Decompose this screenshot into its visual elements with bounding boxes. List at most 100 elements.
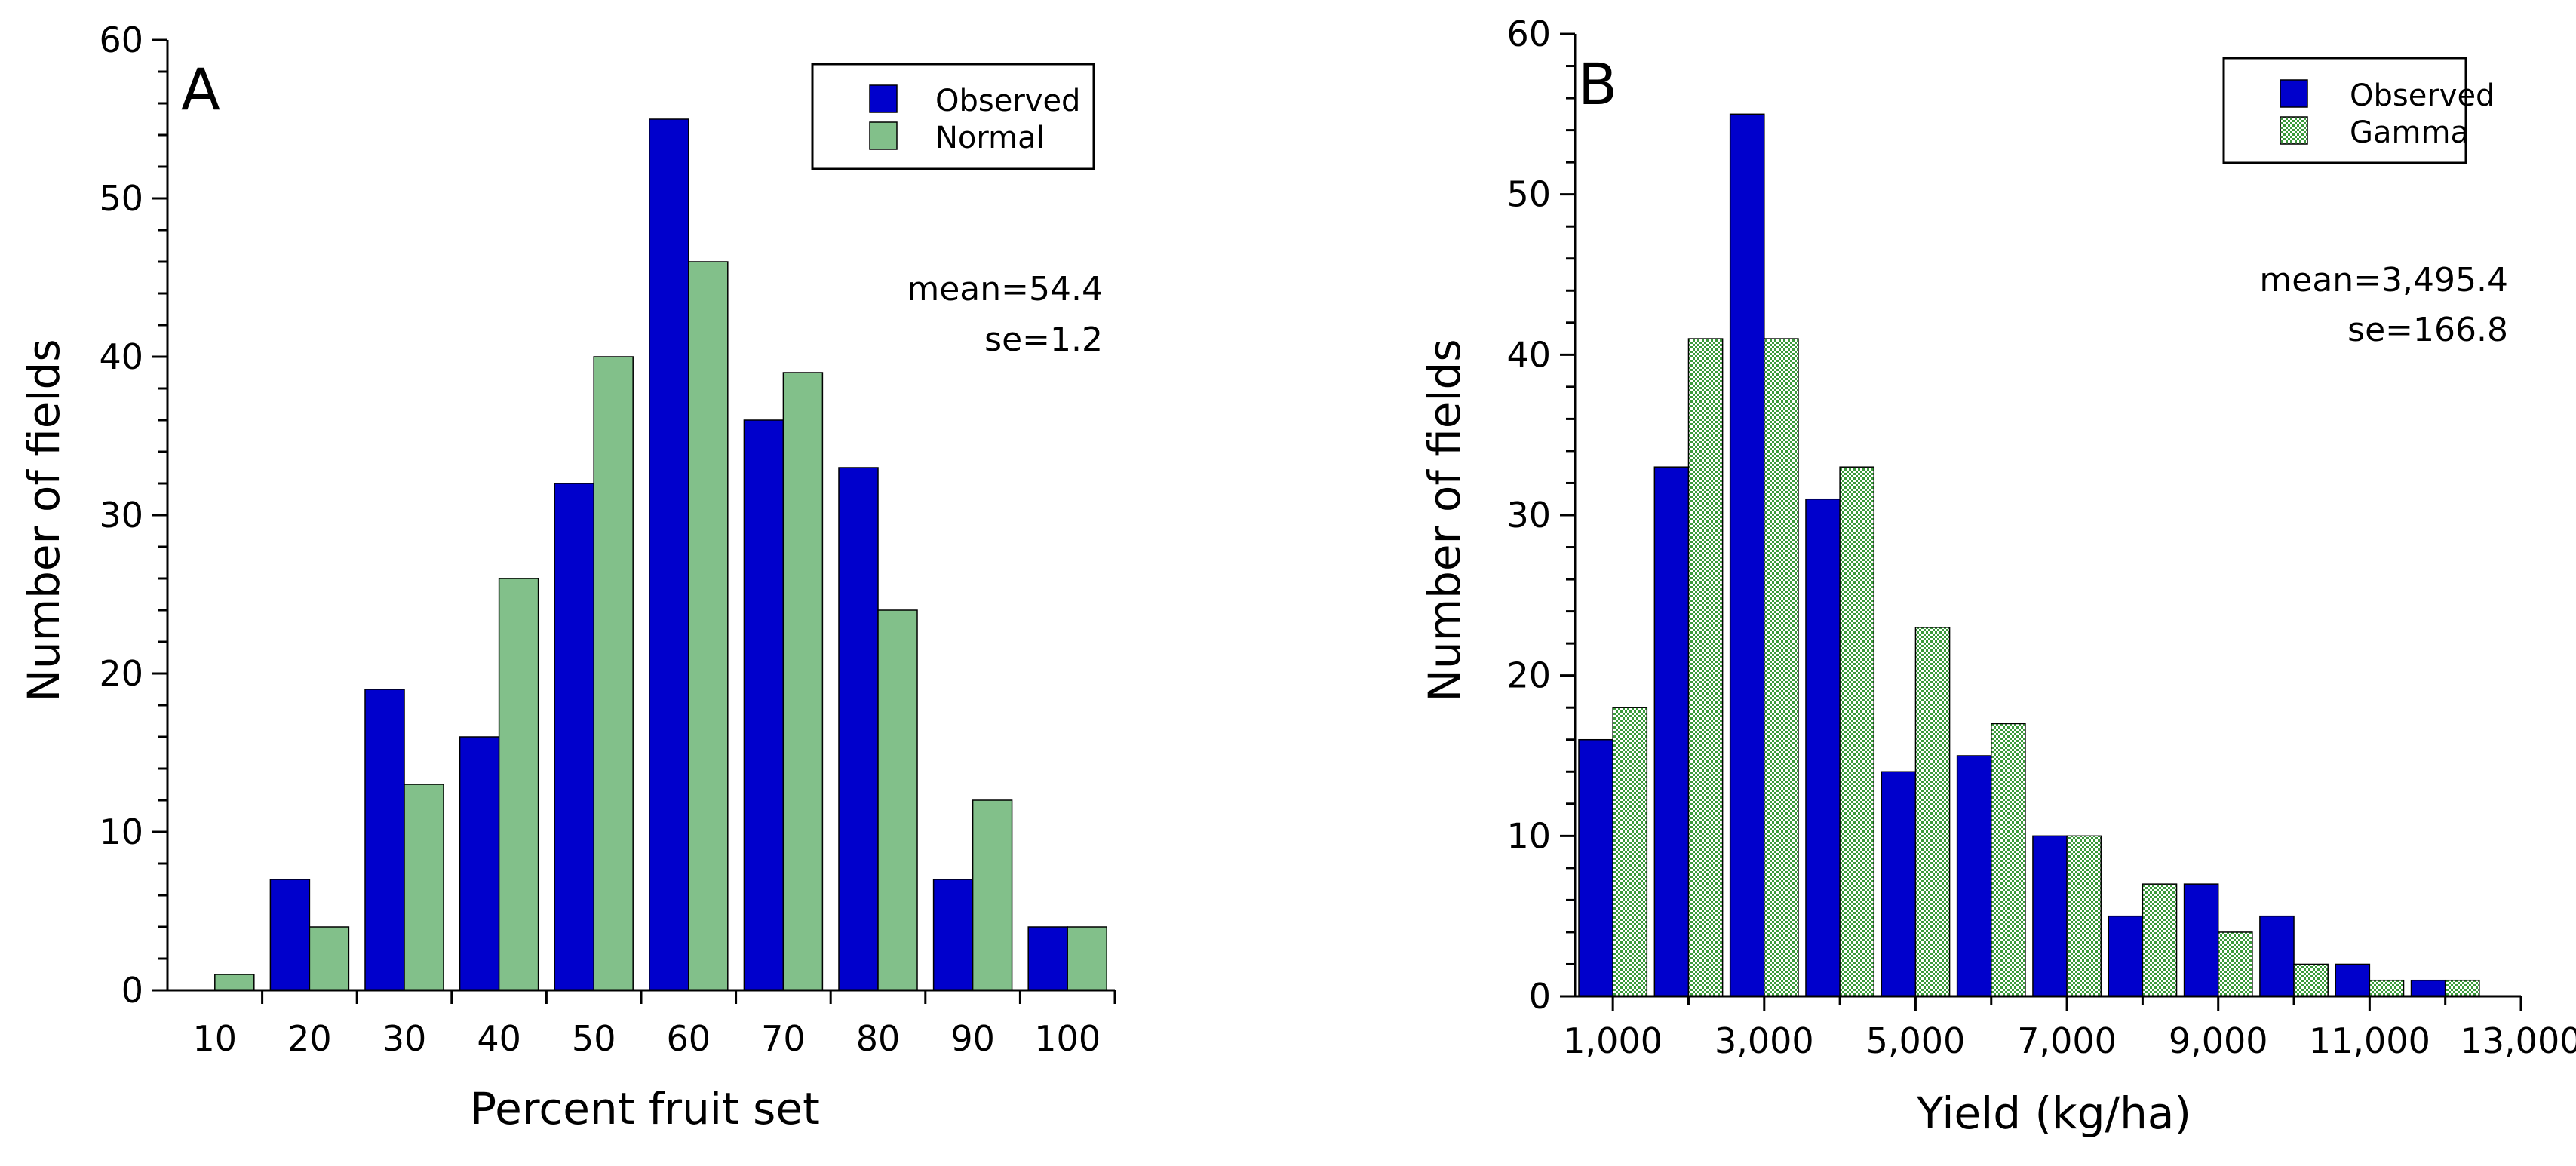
panel-b-x-tick-label: 3,000 (1715, 1020, 1814, 1061)
panel-b-y-tick-label: 20 (1506, 655, 1551, 696)
panel-b-bar-gamma-4 (1914, 627, 1951, 997)
panel-a-bar-observed-20 (269, 879, 311, 991)
panel-b-legend-label-observed: Observed (2350, 78, 2495, 113)
panel-b-y-tick-label: 0 (1529, 976, 1551, 1017)
panel-a-x-tick-label: 80 (856, 1018, 901, 1059)
panel-b-bar-observed-10 (2335, 963, 2371, 997)
panel-a-bar-normal-10 (214, 974, 255, 991)
panel-a-bar-normal-90 (972, 799, 1013, 991)
panel-b-x-tick-label: 9,000 (2169, 1020, 2268, 1061)
panel-a-bar-observed-40 (459, 736, 500, 991)
panel-b-legend-label-gamma: Gamma (2350, 115, 2469, 150)
panel-a-ticks: 0 10 20 30 40 50 60 10 20 30 40 50 60 70 80 90 100 (99, 20, 1116, 1059)
panel-b-letter: B (1578, 51, 1617, 118)
panel-a-x-tick-label: 40 (477, 1018, 521, 1059)
panel-b-bar-observed-6 (2032, 835, 2068, 997)
panel-a-bar-observed-90 (932, 879, 974, 991)
panel-b-bar-observed-9 (2259, 915, 2295, 997)
panel-b-bar-gamma-8 (2217, 931, 2253, 997)
panel-a-bar-observed-30 (364, 689, 405, 991)
panel-a-y-tick-label: 0 (121, 970, 143, 1011)
panel-b-bar-gamma-6 (2066, 835, 2102, 997)
panel-a-bar-observed-100 (1027, 926, 1068, 991)
panel-a-x-tick-label: 30 (382, 1018, 427, 1059)
panel-b-bar-gamma-1 (1687, 338, 1724, 997)
panel-a-letter: A (181, 56, 220, 123)
chart-panel-a: 0 10 20 30 40 50 60 10 20 30 40 50 60 70 80 90 100 A Num… (18, 20, 1116, 1134)
panel-a-x-tick-label: 20 (287, 1018, 332, 1059)
panel-b-legend-swatch-gamma (2280, 116, 2308, 145)
panel-b-bar-gamma-11 (2444, 979, 2480, 997)
panel-a-legend-box (811, 63, 1095, 170)
panel-b-x-tick-label: 11,000 (2309, 1020, 2430, 1061)
panel-a-y-tick-label: 10 (99, 812, 143, 852)
panel-a-bar-normal-40 (498, 578, 539, 991)
panel-a-bar-normal-30 (404, 784, 444, 991)
panel-b-xlabel: Yield (kg/ha) (1916, 1088, 2191, 1139)
panel-b-bar-observed-4 (1881, 771, 1917, 997)
panel-b-y-tick-label: 40 (1506, 334, 1551, 375)
panel-a-bar-normal-70 (782, 372, 824, 991)
panel-a-legend-swatch-observed (869, 84, 898, 113)
panel-a-bar-observed-60 (649, 118, 689, 991)
panel-a-y-tick-label: 60 (99, 20, 143, 60)
panel-b-bar-gamma-3 (1839, 466, 1875, 997)
panel-b-bar-gamma-7 (2142, 883, 2178, 997)
panel-a-bars (214, 118, 1107, 991)
panel-b-bars (1578, 113, 2480, 997)
panel-b-x-tick-label: 13,000 (2461, 1020, 2576, 1061)
panel-a-bar-normal-80 (877, 609, 918, 991)
panel-a-y-tick-label: 20 (99, 653, 143, 694)
panel-a-stat-se: se=1.2 (984, 321, 1103, 359)
panel-a-ylabel: Number of fields (18, 339, 69, 701)
panel-a-x-tick-label: 100 (1034, 1018, 1101, 1059)
panel-a-legend-swatch-normal (869, 121, 898, 150)
panel-b-legend: Observed Gamma (2222, 57, 2495, 164)
panel-b-ticks: 0 10 20 30 40 50 60 1,000 3,000 5,000 7,000 9,000 11… (1506, 14, 2576, 1061)
panel-a-x-tick-label: 50 (572, 1018, 616, 1059)
panel-a-legend-label-observed: Observed (935, 84, 1080, 118)
panel-a-bar-observed-80 (838, 467, 879, 991)
panel-b-y-tick-label: 10 (1506, 815, 1551, 856)
panel-a-bar-normal-50 (593, 356, 634, 991)
panel-b-stat-mean: mean=3,495.4 (2259, 261, 2508, 299)
panel-a-bar-normal-60 (688, 261, 729, 991)
panel-b-bar-gamma-2 (1764, 338, 1799, 997)
panel-b-bar-observed-2 (1729, 113, 1765, 997)
panel-a-legend: Observed Normal (811, 63, 1095, 170)
panel-b-bar-gamma-0 (1612, 707, 1648, 997)
panel-a-bar-normal-20 (309, 926, 350, 991)
panel-a-y-tick-label: 50 (99, 178, 143, 219)
chart-panel-b: 0 10 20 30 40 50 60 1,000 3,000 5,000 7,000 9,000 11… (1419, 14, 2576, 1139)
panel-b-bar-gamma-5 (1991, 723, 2026, 997)
panel-b-y-tick-label: 60 (1506, 14, 1551, 54)
panel-b-bar-observed-5 (1956, 755, 1992, 997)
panel-b-legend-box (2222, 57, 2467, 164)
panel-b-stat-se: se=166.8 (2347, 311, 2508, 349)
panel-a-y-tick-label: 30 (99, 495, 143, 535)
panel-b-y-tick-label: 50 (1506, 174, 1551, 215)
panel-b-bar-observed-1 (1653, 466, 1690, 997)
panel-a-xlabel: Percent fruit set (470, 1083, 820, 1134)
panel-a-x-tick-label: 10 (193, 1018, 238, 1059)
panel-b-x-tick-label: 7,000 (2017, 1020, 2117, 1061)
panel-b-bar-gamma-10 (2369, 979, 2405, 997)
panel-b-y-tick-label: 30 (1506, 495, 1551, 535)
panel-b-bar-observed-11 (2410, 979, 2446, 997)
panel-b-bar-observed-7 (2108, 915, 2144, 997)
panel-a-x-tick-label: 70 (761, 1018, 806, 1059)
panel-a-stat-mean: mean=54.4 (907, 270, 1103, 308)
panel-b-x-tick-label: 5,000 (1866, 1020, 1966, 1061)
panel-a-bar-observed-70 (743, 419, 784, 991)
panel-a-bar-normal-100 (1067, 926, 1107, 991)
panel-b-bar-gamma-9 (2293, 963, 2329, 997)
panel-a-y-tick-label: 40 (99, 336, 143, 377)
panel-a-legend-label-normal: Normal (935, 121, 1045, 155)
panel-a-x-tick-label: 90 (950, 1018, 995, 1059)
panel-b-legend-swatch-observed (2280, 79, 2308, 108)
panel-a-bar-observed-50 (554, 483, 594, 991)
panel-b-bar-observed-8 (2183, 883, 2219, 997)
panel-b-bar-observed-3 (1805, 498, 1841, 997)
panel-b-ylabel: Number of fields (1419, 339, 1470, 701)
